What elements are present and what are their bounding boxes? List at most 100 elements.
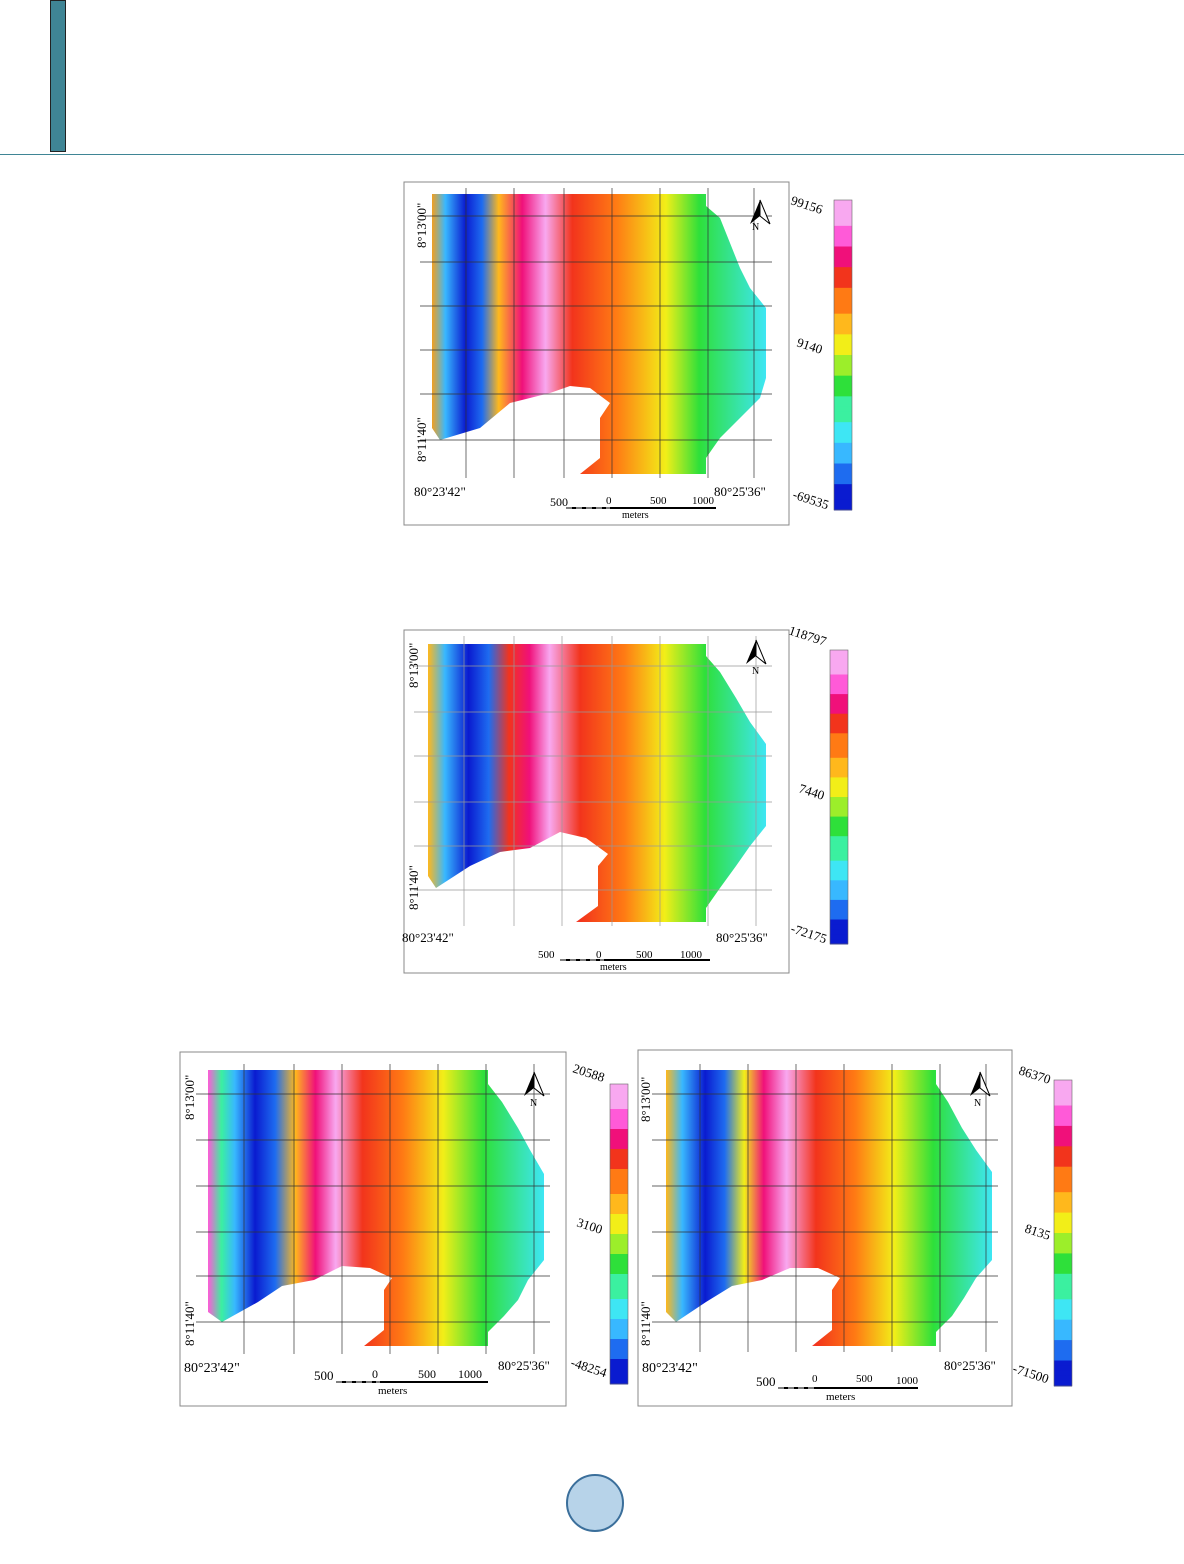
legend-max-label: 86370 [1017, 1063, 1053, 1087]
colorbar-swatch [1054, 1100, 1072, 1106]
colorbar-swatch [1054, 1258, 1072, 1265]
colorbar-swatch [834, 251, 852, 258]
colorbar-swatch [834, 386, 852, 392]
colorbar [833, 199, 853, 511]
scale-unit: meters [826, 1391, 855, 1403]
colorbar-swatch [1054, 1182, 1072, 1188]
colorbar-swatch [1054, 1238, 1072, 1244]
colorbar-swatch [1054, 1207, 1072, 1214]
colorbar-swatch [1054, 1263, 1072, 1270]
colorbar-swatch [834, 370, 852, 377]
colorbar-swatch [610, 1224, 628, 1230]
data-surface [428, 644, 766, 922]
scale-label-3: 1000 [896, 1375, 919, 1387]
colorbar-swatch [610, 1324, 628, 1330]
colorbar-swatch [1054, 1115, 1072, 1122]
colorbar-swatch [1054, 1355, 1072, 1361]
colorbar-swatch [830, 684, 848, 690]
colorbar-swatch [830, 792, 848, 798]
colorbar-swatch [830, 738, 848, 744]
north-arrow: N [970, 1071, 991, 1109]
scale-label-1: 0 [812, 1373, 818, 1385]
north-arrow-icon [746, 640, 756, 664]
legend-mid-label: 8135 [1023, 1221, 1052, 1243]
scale-bar: 500 0 500 1000 meters [550, 495, 716, 521]
legend-max-label: 99156 [789, 193, 825, 217]
colorbar-swatch [1054, 1136, 1072, 1142]
colorbar-swatch [610, 1364, 628, 1370]
colorbar-swatch [1054, 1171, 1072, 1178]
colorbar-swatch [830, 752, 848, 759]
colorbar-swatch [610, 1299, 628, 1305]
legend-mid-label: 9140 [795, 335, 824, 357]
colorbar-swatch [830, 846, 848, 852]
colorbar-swatch [1054, 1360, 1072, 1367]
colorbar-swatch [830, 694, 848, 700]
colorbar-swatch [610, 1104, 628, 1110]
scale-unit: meters [622, 510, 649, 521]
colorbar-swatch [830, 875, 848, 881]
colorbar-swatch [610, 1354, 628, 1360]
colorbar-swatch [1054, 1350, 1072, 1356]
colorbar-swatch [830, 924, 848, 930]
contour-map-1: 8°13'00" 8°11'40" 80°23'42" 80°25'36" N … [400, 178, 860, 528]
colorbar-swatch [834, 344, 852, 351]
contour-map-3: 8°13'00" 8°11'40" 80°23'42" 80°25'36" N … [178, 1050, 634, 1410]
colorbar-swatch [610, 1109, 628, 1115]
colorbar-swatch [1054, 1146, 1072, 1152]
colorbar-swatch [830, 816, 848, 822]
colorbar-swatch [610, 1289, 628, 1295]
lat-bottom-label: 8°11'40" [406, 865, 421, 910]
colorbar-swatch [830, 821, 848, 827]
colorbar-swatch [830, 880, 848, 886]
scale-bar: 500 0 500 1000 meters [538, 949, 710, 973]
colorbar-swatch [1054, 1340, 1072, 1346]
colorbar-swatch [830, 743, 848, 749]
colorbar-swatch [834, 200, 852, 206]
colorbar-swatch [830, 772, 848, 778]
colorbar-swatch [1054, 1278, 1072, 1285]
colorbar-swatch [610, 1344, 628, 1350]
colorbar-swatch [1054, 1110, 1072, 1117]
colorbar-swatch [834, 396, 852, 402]
colorbar-swatch [834, 246, 852, 253]
legend-min-label: -69535 [791, 487, 831, 513]
colorbar-swatch [834, 422, 852, 428]
colorbar-swatch [830, 885, 848, 891]
colorbar-swatch [1054, 1156, 1072, 1163]
header-accent-bar [50, 0, 66, 152]
scale-label-3: 1000 [692, 495, 715, 507]
colorbar-swatch [830, 909, 848, 916]
colorbar-swatch [610, 1164, 628, 1170]
scale-label-0: 500 [756, 1374, 776, 1389]
colorbar-swatch [834, 458, 852, 464]
colorbar-swatch [610, 1089, 628, 1095]
colorbar-swatch [1054, 1253, 1072, 1259]
north-label: N [752, 666, 759, 677]
colorbar-border [829, 649, 849, 945]
lat-bottom-label: 8°11'40" [638, 1301, 653, 1346]
colorbar-swatch [1054, 1187, 1072, 1193]
colorbar-swatch [610, 1119, 628, 1125]
colorbar-swatch [1054, 1248, 1072, 1254]
colorbar-swatch [830, 703, 848, 710]
colorbar-swatch [834, 355, 852, 361]
colorbar-swatch [830, 899, 848, 906]
colorbar-swatch [610, 1249, 628, 1255]
colorbar-swatch [1054, 1197, 1072, 1203]
colorbar-border [609, 1083, 629, 1385]
colorbar-swatch [834, 256, 852, 263]
colorbar-swatch [610, 1284, 628, 1290]
scale-label-3: 1000 [680, 949, 703, 961]
colorbar-swatch [830, 748, 848, 754]
colorbar-swatch [830, 895, 848, 901]
header-rule [0, 154, 1184, 155]
colorbar-swatch [830, 699, 848, 705]
colorbar-swatch [610, 1309, 628, 1315]
colorbar-swatch [834, 293, 852, 299]
colorbar-swatch [830, 811, 848, 818]
colorbar-swatch [834, 334, 852, 340]
colorbar [1053, 1079, 1073, 1387]
contour-map-2: 8°13'00" 8°11'40" 80°23'42" 80°25'36" N … [400, 626, 860, 976]
colorbar-swatch [610, 1084, 628, 1090]
